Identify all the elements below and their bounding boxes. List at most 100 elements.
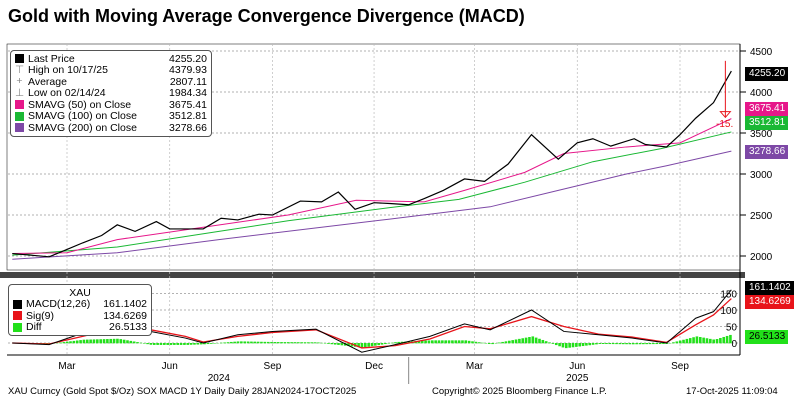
- diff-bar: [189, 343, 193, 345]
- diff-bar: [223, 342, 226, 344]
- legend-row-diff: Diff 26.5133: [13, 321, 147, 333]
- diff-bar: [628, 343, 632, 345]
- sma200-line: [12, 150, 732, 260]
- diff-bar: [524, 337, 528, 344]
- diff-bar: [444, 340, 448, 344]
- diff-bar: [102, 339, 106, 344]
- x-tick-label: Mar: [466, 361, 484, 372]
- legend-label: MACD(12,26): [26, 298, 91, 311]
- x-tick-label: Mar: [58, 361, 76, 372]
- diff-bar: [481, 342, 484, 344]
- diff-bar: [119, 339, 123, 344]
- diff-bar: [317, 342, 320, 344]
- diff-bar: [112, 338, 116, 344]
- legend-row-macd: MACD(12,26) 161.1402: [13, 298, 147, 311]
- price-tick-label: 3500: [750, 129, 773, 140]
- diff-bar: [243, 341, 247, 344]
- diff-bar: [116, 338, 119, 344]
- diff-bar: [561, 343, 565, 348]
- diff-bar: [307, 342, 310, 344]
- diff-bar: [464, 340, 468, 344]
- diff-bar: [578, 343, 581, 347]
- legend-value: 1984.34: [169, 87, 207, 100]
- diff-bar: [544, 341, 548, 344]
- macd-tick-label: 100: [720, 306, 737, 317]
- diff-bar: [266, 341, 270, 344]
- diff-bar: [136, 342, 139, 344]
- diff-bar: [250, 341, 253, 344]
- sma50-line: [12, 118, 732, 255]
- macd-legend-title: XAU: [69, 286, 91, 299]
- diff-bar: [290, 342, 293, 344]
- diff-bar: [451, 340, 454, 344]
- diff-bar: [571, 343, 575, 348]
- arrow-head-icon: [719, 111, 732, 119]
- legend-label: Average: [28, 75, 67, 88]
- diff-bar: [183, 343, 186, 345]
- legend-label: High on 10/17/25: [28, 64, 108, 77]
- green-square-icon: [15, 111, 24, 121]
- diff-bar: [377, 343, 381, 346]
- average-marker-icon: +: [16, 75, 23, 88]
- legend-value: 3675.41: [169, 98, 207, 111]
- legend-row-signal: Sig(9) 134.6269: [13, 310, 147, 322]
- legend-label: SMAVG (200) on Close: [28, 121, 137, 134]
- diff-bar: [206, 343, 210, 345]
- diff-bar: [186, 343, 190, 345]
- diff-bar: [568, 343, 571, 348]
- sma50-tag: 3675.41: [745, 102, 789, 116]
- price-tick-label: 2000: [750, 252, 773, 263]
- x-year-label: 2025: [566, 373, 589, 384]
- diff-bar: [280, 342, 283, 344]
- diff-bar: [658, 343, 662, 345]
- diff-bar: [688, 338, 692, 344]
- legend-label: SMAVG (100) on Close: [28, 110, 137, 123]
- diff-bar: [263, 341, 267, 344]
- diff-bar: [72, 340, 76, 344]
- purple-square-icon: [15, 123, 24, 133]
- diff-bar: [283, 342, 287, 344]
- diff-bar: [434, 340, 437, 344]
- diff-bar: [678, 340, 682, 344]
- footer-copyright: Copyright© 2025 Bloomberg Finance L.P.: [432, 386, 607, 397]
- legend-value: 134.6269: [103, 309, 147, 322]
- diff-bar: [615, 343, 618, 345]
- price-line: [12, 70, 732, 258]
- diff-bar: [548, 342, 551, 344]
- diff-bar: [531, 336, 535, 344]
- legend-value: 161.1402: [103, 298, 147, 311]
- legend-label: SMAVG (50) on Close: [28, 98, 132, 111]
- diff-bar: [65, 341, 69, 344]
- diff-bar: [638, 343, 642, 345]
- diff-bar: [645, 343, 648, 345]
- black-square-icon: [13, 299, 22, 309]
- legend-value: 4379.93: [169, 64, 207, 77]
- diff-bar: [139, 342, 143, 344]
- diff-bar: [655, 343, 659, 345]
- diff-bar: [642, 343, 645, 345]
- diff-bar: [427, 340, 431, 344]
- diff-bar: [132, 341, 136, 344]
- diff-bar: [240, 341, 243, 344]
- diff-bar: [709, 338, 712, 344]
- diff-bar: [142, 343, 146, 344]
- diff-bar: [327, 343, 330, 344]
- macd-tick-label: 150: [720, 290, 737, 301]
- diff-bar: [648, 343, 652, 345]
- diff-bar: [156, 343, 159, 345]
- diff-bar: [374, 343, 377, 346]
- diff-bar: [471, 341, 474, 344]
- diff-bar: [420, 340, 424, 344]
- diff-bar: [558, 343, 561, 347]
- diff-bar: [447, 340, 451, 344]
- high-marker-icon: ⊤: [15, 63, 25, 76]
- diff-bar: [310, 342, 314, 344]
- sma200-tag: 3278.66: [745, 145, 789, 159]
- low-marker-icon: ⊥: [15, 86, 25, 99]
- diff-bar: [313, 342, 317, 344]
- legend-row-sma50: SMAVG (50) on Close 3675.41: [15, 99, 207, 111]
- diff-bar: [166, 343, 169, 345]
- diff-bar: [598, 343, 602, 344]
- diff-bar: [518, 338, 521, 344]
